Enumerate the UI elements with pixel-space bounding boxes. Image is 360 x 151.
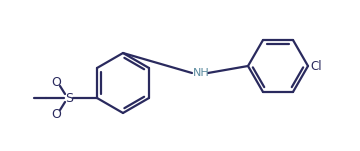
Text: Cl: Cl [310, 59, 321, 72]
Text: NH: NH [193, 68, 210, 78]
Text: O: O [51, 76, 61, 88]
Text: O: O [51, 108, 61, 120]
Text: S: S [65, 92, 73, 104]
